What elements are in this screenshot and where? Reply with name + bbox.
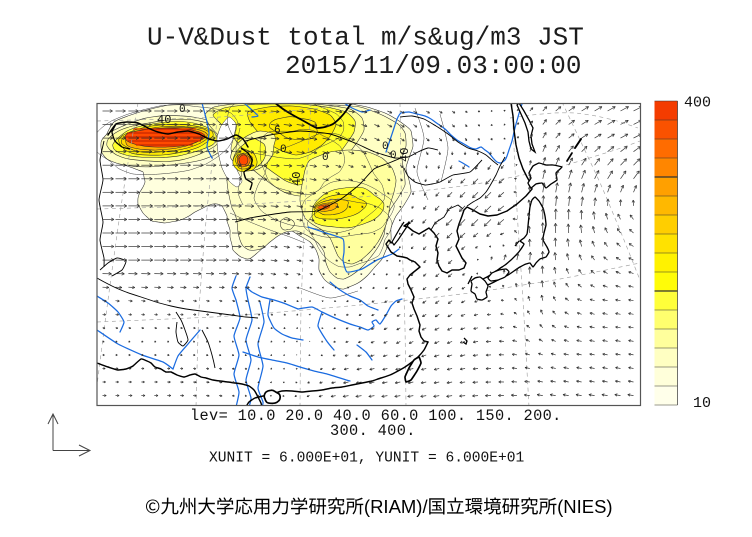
svg-text:/: / xyxy=(423,496,429,517)
svg-text:0: 0 xyxy=(382,141,389,153)
svg-text:U-V&Dust total m/s&ug/m3 JST: U-V&Dust total m/s&ug/m3 JST xyxy=(147,23,584,53)
svg-text:): ) xyxy=(416,496,422,517)
svg-text:(: ( xyxy=(364,496,371,517)
svg-text:R: R xyxy=(370,496,383,517)
svg-text:40: 40 xyxy=(398,148,412,162)
svg-text:lev= 10.0 20.0 40.0 60.0 100.: lev= 10.0 20.0 40.0 60.0 100. 150. 200. xyxy=(190,407,562,425)
svg-text:40: 40 xyxy=(290,172,304,186)
svg-text:10: 10 xyxy=(693,395,711,412)
svg-text:E: E xyxy=(582,496,594,517)
svg-text:0: 0 xyxy=(179,104,186,116)
svg-text:S: S xyxy=(594,496,606,517)
svg-text:400: 400 xyxy=(684,95,711,112)
svg-text:N: N xyxy=(563,496,576,517)
svg-text:I: I xyxy=(577,496,582,517)
svg-text:A: A xyxy=(389,496,402,517)
svg-text:300. 400.: 300. 400. xyxy=(330,422,416,440)
svg-text:I: I xyxy=(383,496,388,517)
svg-text:XUNIT = 6.000E+01, YUNIT = 6.0: XUNIT = 6.000E+01, YUNIT = 6.000E+01 xyxy=(209,451,525,467)
svg-text:): ) xyxy=(606,496,612,517)
svg-text:2015/11/09.03:00:00: 2015/11/09.03:00:00 xyxy=(285,51,581,81)
svg-text:6: 6 xyxy=(274,125,281,137)
svg-text:(: ( xyxy=(557,496,564,517)
svg-text:M: M xyxy=(401,496,416,517)
svg-text:0: 0 xyxy=(322,152,329,164)
svg-text:0: 0 xyxy=(280,144,287,156)
svg-text:0: 0 xyxy=(390,150,397,162)
svg-text:40: 40 xyxy=(157,113,171,127)
